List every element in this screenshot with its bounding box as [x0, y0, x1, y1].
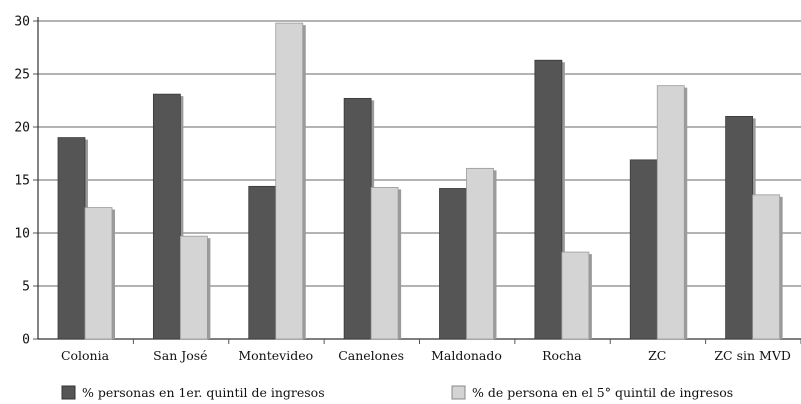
bar — [439, 188, 467, 340]
legend-swatch — [61, 385, 76, 400]
legend-label: % de persona en el 5° quintil de ingreso… — [472, 385, 733, 400]
x-tick-label: Rocha — [542, 348, 582, 363]
bar — [275, 22, 304, 340]
x-tick-label: Canelones — [338, 348, 404, 363]
y-tick-label: 30 — [14, 15, 30, 30]
bar — [466, 167, 494, 340]
bar — [725, 116, 754, 340]
y-tick-label: 20 — [14, 121, 30, 136]
x-tick-labels: Colonia San José Montevideo Canelones Maldon… — [61, 348, 791, 363]
bar — [57, 137, 86, 340]
bar — [561, 251, 590, 340]
legend-swatch — [451, 385, 466, 400]
bar — [179, 235, 208, 340]
y-tick-label: 5 — [22, 280, 30, 295]
bar — [343, 97, 372, 340]
x-tick-label: San José — [153, 348, 207, 363]
bar — [370, 187, 399, 340]
bar — [248, 185, 277, 340]
bar — [752, 194, 781, 340]
legend-label: % personas en 1er. quintil de ingresos — [82, 385, 325, 400]
bar — [152, 93, 181, 340]
legend: % personas en 1er. quintil de ingresos % … — [61, 385, 733, 400]
bar — [656, 85, 685, 340]
bar — [84, 207, 113, 340]
x-tick-label: ZC sin MVD — [714, 348, 791, 363]
x-tick-label: Colonia — [61, 348, 110, 363]
y-tick-label: 10 — [14, 227, 30, 242]
y-tick-labels: 0 5 10 15 20 25 30 — [14, 15, 30, 348]
bar — [629, 159, 658, 340]
y-tick-label: 0 — [22, 333, 30, 348]
y-tick-label: 25 — [14, 68, 30, 83]
y-tick-label: 15 — [14, 174, 30, 189]
bar — [534, 59, 563, 340]
bars — [57, 22, 783, 340]
x-tick-label: Montevideo — [238, 348, 313, 363]
x-tick-label: Maldonado — [431, 348, 502, 363]
x-tick-label: ZC — [648, 348, 666, 363]
